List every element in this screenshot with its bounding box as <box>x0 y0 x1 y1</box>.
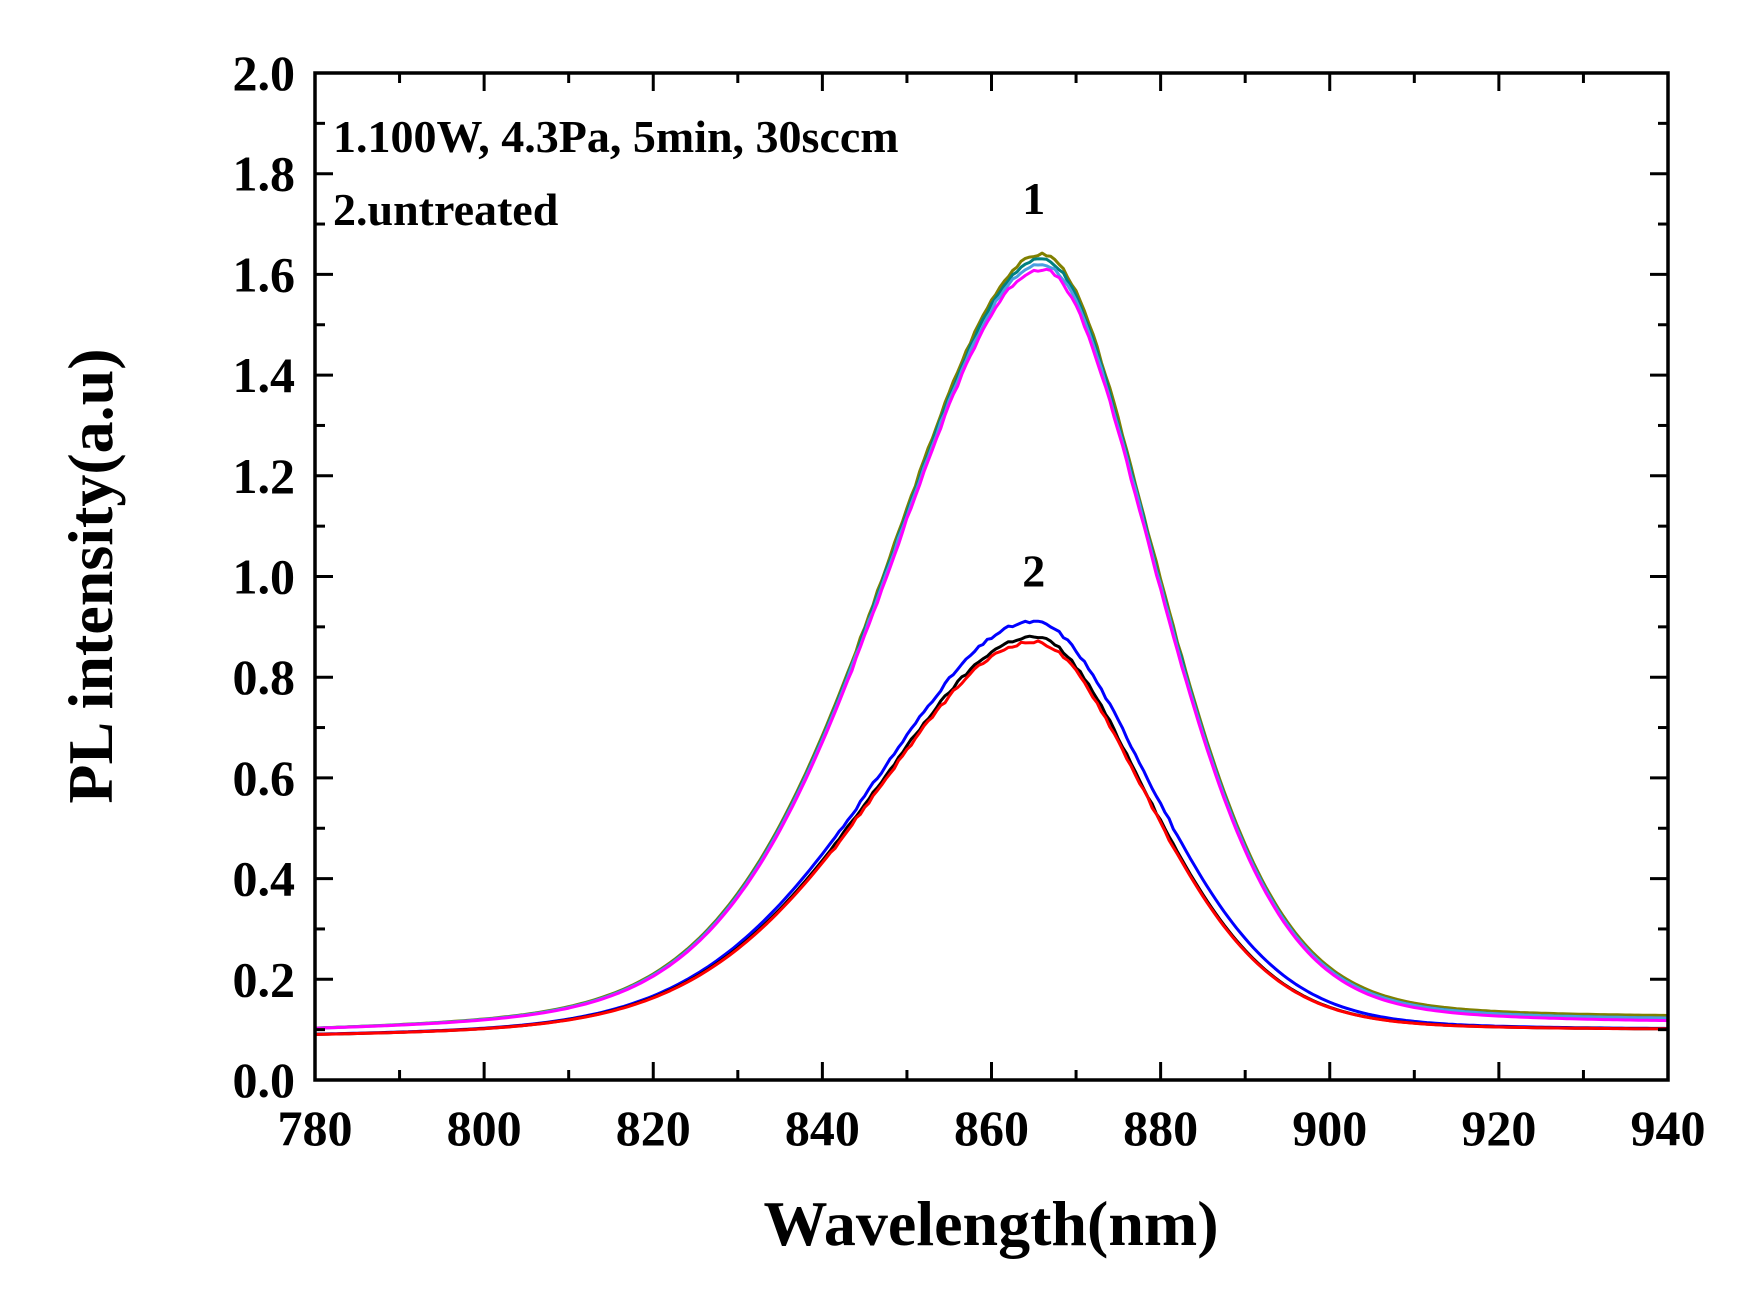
curve-label: 2 <box>1022 546 1045 597</box>
y-tick-label: 1.0 <box>233 549 296 605</box>
y-tick-label: 1.6 <box>233 246 296 302</box>
series-line-group-2 <box>314 619 1669 1036</box>
x-tick-label: 780 <box>278 1100 353 1156</box>
y-tick-label: 2.0 <box>233 45 296 101</box>
y-tick-label: 0.0 <box>233 1052 296 1108</box>
y-axis: 0.0 0.2 0.4 0.6 0.8 1.0 1.2 1.4 1.6 1.8 2.0 <box>233 45 1668 1108</box>
curve-label: 1 <box>1022 173 1045 224</box>
y-tick-label: 0.8 <box>233 649 296 705</box>
series-line-group-1 <box>314 257 1668 1030</box>
curve-labels: 12 <box>1022 173 1045 597</box>
x-tick-label: 820 <box>616 1100 691 1156</box>
x-tick-label: 880 <box>1123 1100 1198 1156</box>
series-line-group-2 <box>314 634 1668 1036</box>
series-line-group-1 <box>314 263 1668 1030</box>
y-tick-label: 1.2 <box>233 448 296 504</box>
y-tick-label: 0.4 <box>233 851 296 907</box>
annotation-condition: 1.100W, 4.3Pa, 5min, 30sccm <box>333 111 899 162</box>
series-line-group-1 <box>314 267 1669 1030</box>
y-axis-title: PL intensity(a.u) <box>55 348 126 803</box>
y-tick-label: 1.8 <box>233 146 296 202</box>
series-layer <box>314 251 1669 1036</box>
series-line-group-2 <box>314 639 1668 1036</box>
x-tick-label: 920 <box>1461 1100 1536 1156</box>
x-tick-label: 800 <box>447 1100 522 1156</box>
x-tick-label: 940 <box>1631 1100 1706 1156</box>
x-tick-label: 900 <box>1292 1100 1367 1156</box>
x-axis-title: Wavelength(nm) <box>763 1188 1218 1259</box>
series-line-group-1 <box>314 251 1669 1030</box>
x-tick-label: 840 <box>785 1100 860 1156</box>
y-tick-label: 1.4 <box>233 347 296 403</box>
y-tick-label: 0.6 <box>233 750 296 806</box>
annotation-untreated: 2.untreated <box>333 184 559 235</box>
y-tick-label: 0.2 <box>233 951 296 1007</box>
x-axis: 780 800 820 840 860 880 900 920 940 <box>278 73 1706 1156</box>
x-tick-label: 860 <box>954 1100 1029 1156</box>
